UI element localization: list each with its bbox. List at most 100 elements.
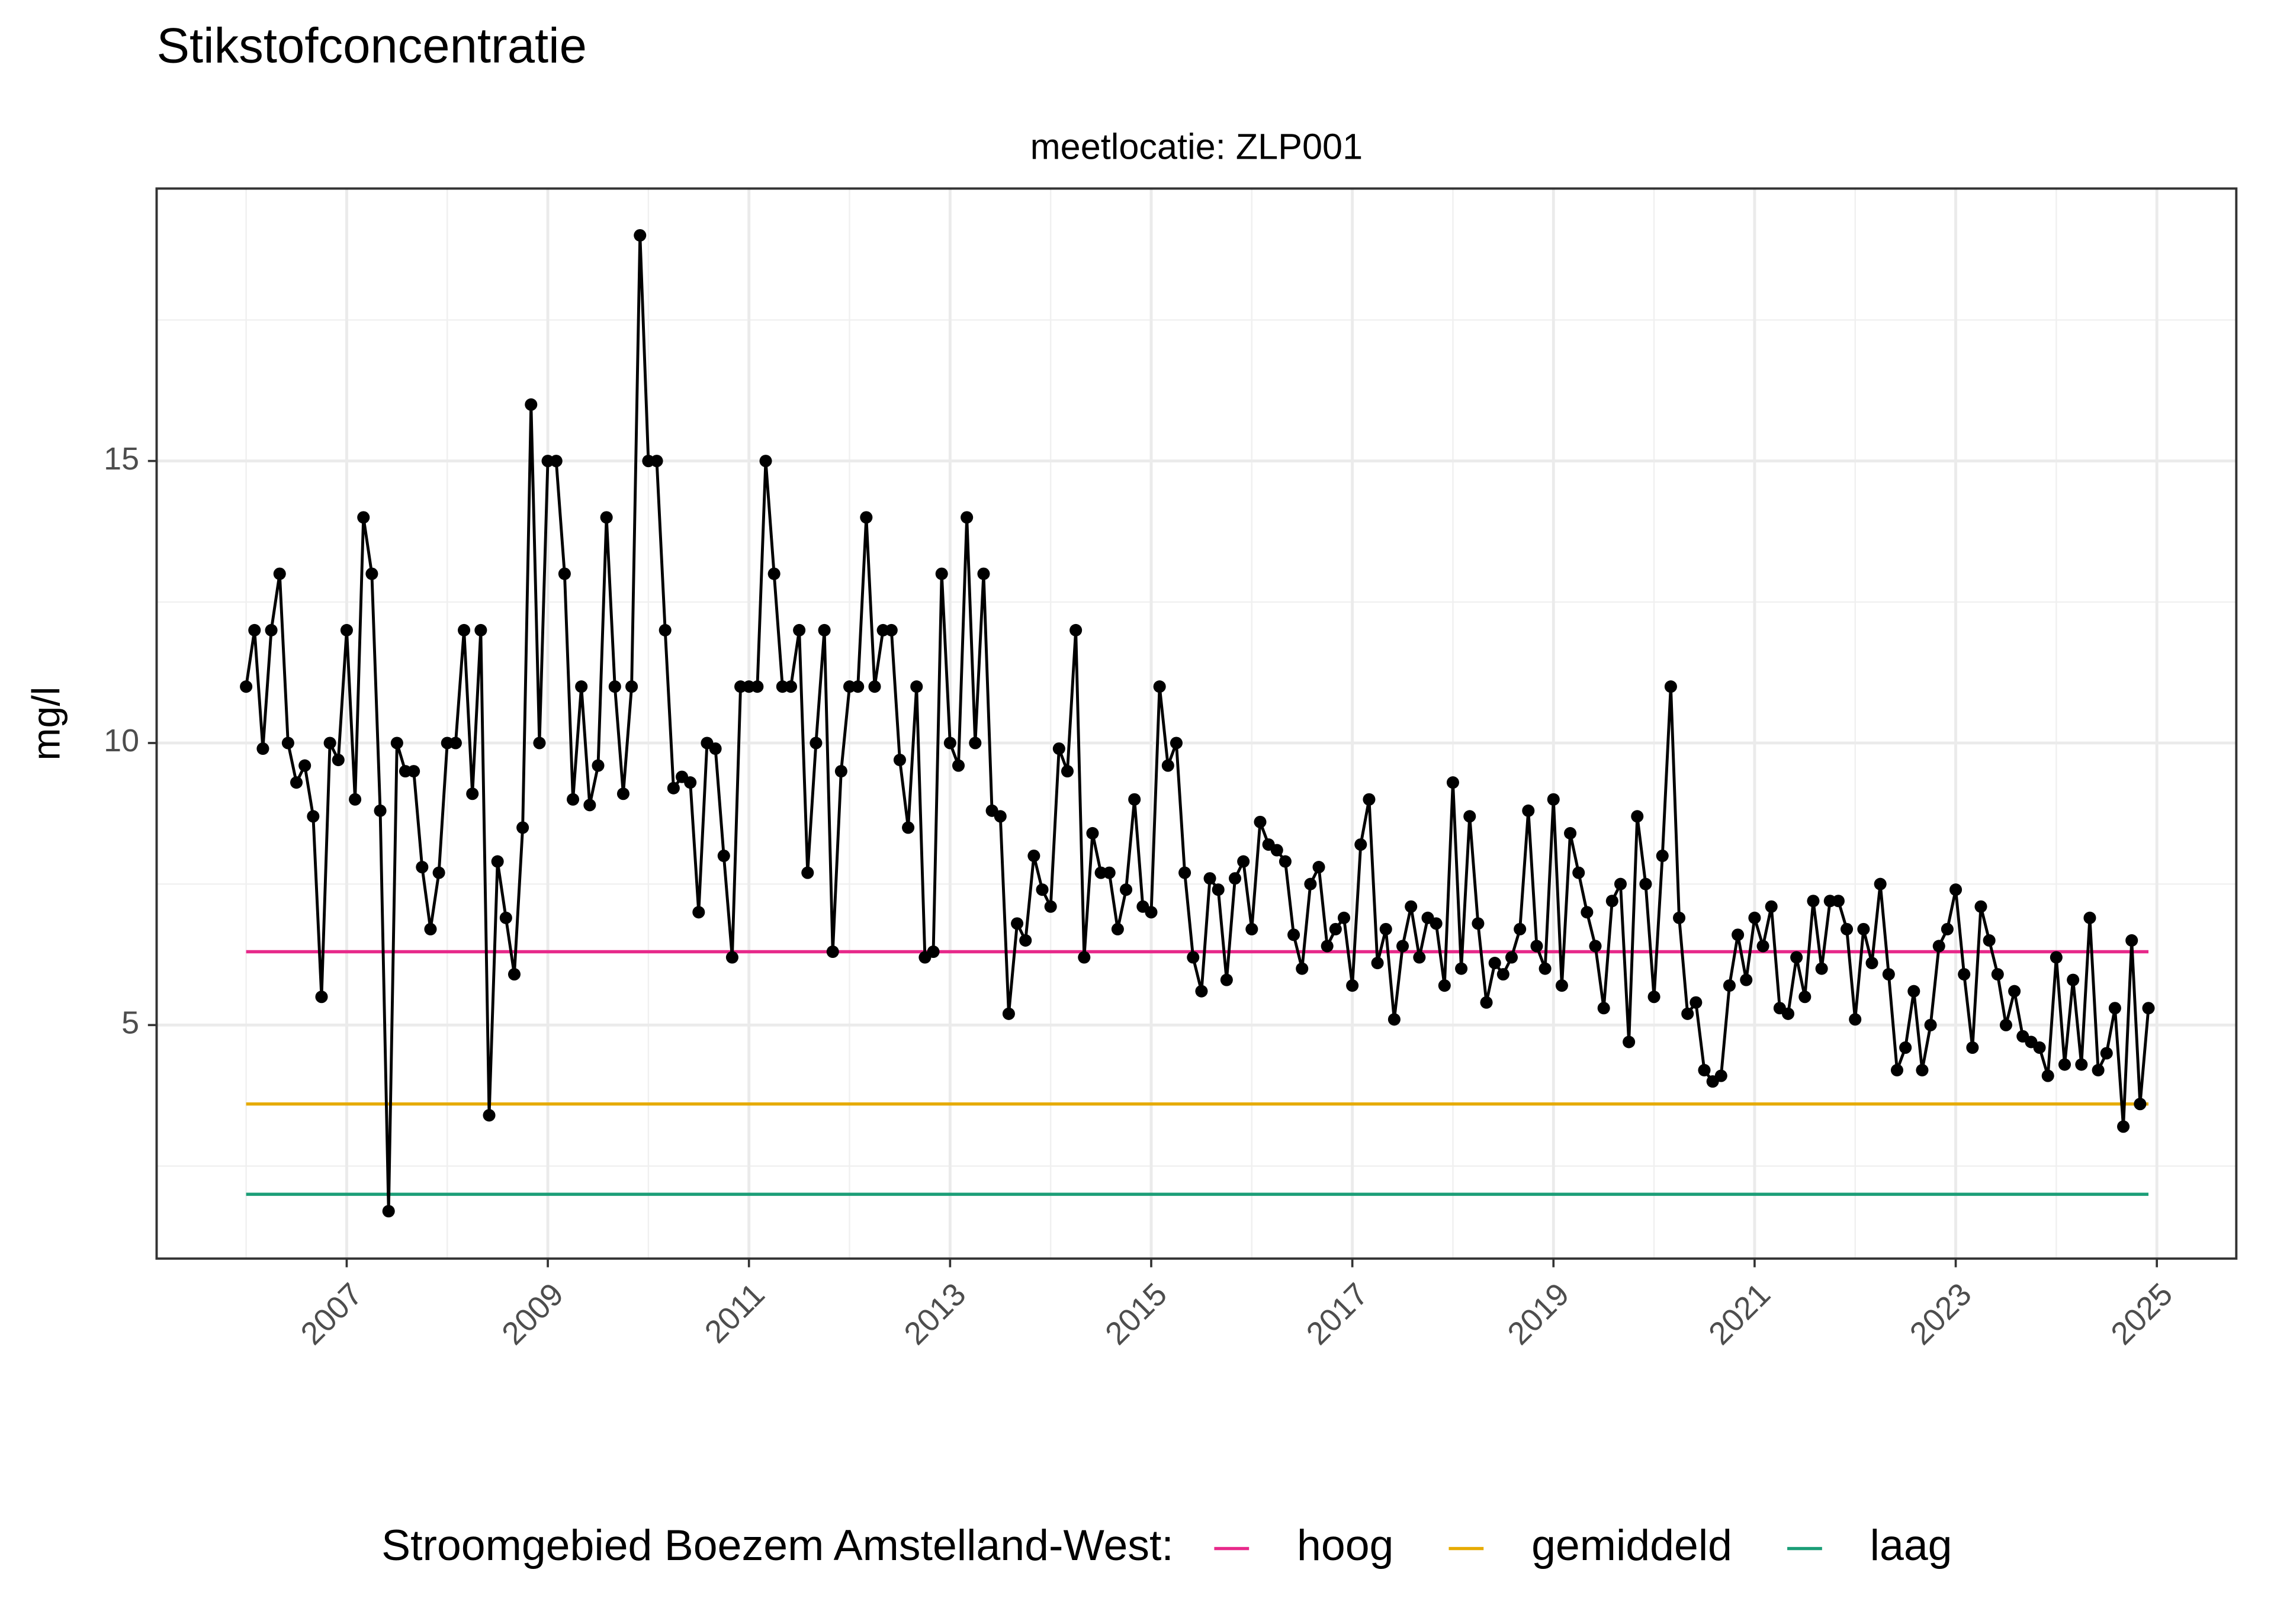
data-point	[1480, 996, 1493, 1009]
data-point	[2125, 934, 2138, 947]
data-point	[575, 680, 588, 693]
data-point	[1991, 968, 2004, 981]
data-point	[692, 906, 705, 919]
data-point	[1170, 737, 1183, 750]
data-point	[810, 737, 823, 750]
data-point	[725, 951, 738, 964]
data-point	[1220, 973, 1233, 986]
data-point	[1916, 1064, 1929, 1077]
data-point	[1363, 793, 1376, 806]
data-point	[525, 398, 538, 411]
data-point	[1857, 922, 1870, 935]
data-point	[927, 945, 940, 959]
data-point	[1472, 917, 1485, 930]
data-point	[717, 849, 730, 863]
data-point	[994, 810, 1007, 823]
data-point	[600, 511, 613, 524]
data-point	[1530, 940, 1543, 953]
data-point	[1387, 1013, 1401, 1026]
data-point	[2100, 1047, 2113, 1060]
data-point	[1589, 940, 1602, 953]
data-point	[868, 680, 881, 693]
data-point	[1455, 962, 1468, 975]
facet-label: meetlocatie: ZLP001	[1030, 126, 1363, 166]
data-point	[1564, 827, 1577, 840]
data-point	[2067, 973, 2080, 986]
data-point	[483, 1109, 496, 1122]
data-point	[474, 623, 487, 636]
x-tick-label: 2025	[2104, 1276, 2179, 1352]
data-point	[1178, 866, 1191, 879]
data-point	[751, 680, 764, 693]
legend-label: hoog	[1297, 1520, 1393, 1570]
data-point	[1002, 1007, 1015, 1020]
data-point	[1815, 962, 1828, 975]
x-tick-label: 2013	[897, 1276, 972, 1352]
data-point	[1195, 985, 1208, 998]
data-point	[1865, 957, 1878, 970]
reference-lines	[246, 950, 2149, 1196]
data-point	[315, 991, 328, 1004]
data-point	[533, 737, 546, 750]
data-point	[1966, 1041, 1979, 1054]
data-point	[1539, 962, 1552, 975]
data-point	[1153, 680, 1166, 693]
data-point	[1430, 917, 1443, 930]
data-point	[1614, 877, 1627, 890]
data-point	[1321, 940, 1334, 953]
data-point	[2008, 985, 2021, 998]
data-point	[1346, 979, 1359, 992]
data-point	[1807, 895, 1820, 908]
data-point	[499, 911, 512, 924]
data-point	[298, 759, 311, 772]
data-point	[2058, 1058, 2071, 1071]
data-point	[1337, 911, 1351, 924]
data-point	[1446, 776, 1459, 789]
data-point	[1597, 1002, 1610, 1015]
data-point	[943, 737, 956, 750]
data-point	[1581, 906, 1594, 919]
data-point	[1120, 883, 1133, 896]
data-point	[365, 567, 378, 580]
data-point	[2075, 1058, 2088, 1071]
x-tick-label: 2007	[294, 1276, 369, 1352]
data-point	[1932, 940, 1945, 953]
data-point	[1019, 934, 1032, 947]
data-point	[265, 623, 278, 636]
data-point	[374, 804, 387, 817]
data-point	[910, 680, 923, 693]
data-point	[1999, 1018, 2012, 1031]
data-point	[852, 680, 865, 693]
data-point	[1849, 1013, 1862, 1026]
data-point	[1354, 838, 1367, 851]
data-point	[759, 455, 772, 468]
data-point	[608, 680, 621, 693]
data-point	[1958, 968, 1971, 981]
data-point	[340, 623, 353, 636]
data-point	[952, 759, 965, 772]
data-point	[458, 623, 471, 636]
data-point	[1052, 742, 1065, 755]
data-point	[2108, 1002, 2121, 1015]
data-point	[592, 759, 605, 772]
data-point	[2092, 1064, 2105, 1077]
data-point	[1698, 1064, 1711, 1077]
data-point	[390, 737, 403, 750]
data-point	[550, 455, 563, 468]
data-point	[248, 623, 261, 636]
data-point	[256, 742, 269, 755]
data-point	[1890, 1064, 1904, 1077]
data-point	[407, 765, 420, 778]
data-point	[1740, 973, 1753, 986]
data-point	[416, 861, 429, 874]
data-point	[961, 511, 974, 524]
data-point	[466, 787, 479, 800]
legend: Stroomgebied Boezem Amstelland-West: hoo…	[381, 1520, 1952, 1570]
data-point	[1505, 951, 1518, 964]
data-point	[2041, 1069, 2054, 1082]
data-point	[1405, 900, 1418, 913]
data-point	[1924, 1018, 1937, 1031]
data-point	[349, 793, 362, 806]
data-point	[1522, 804, 1535, 817]
data-point	[1681, 1007, 1694, 1020]
